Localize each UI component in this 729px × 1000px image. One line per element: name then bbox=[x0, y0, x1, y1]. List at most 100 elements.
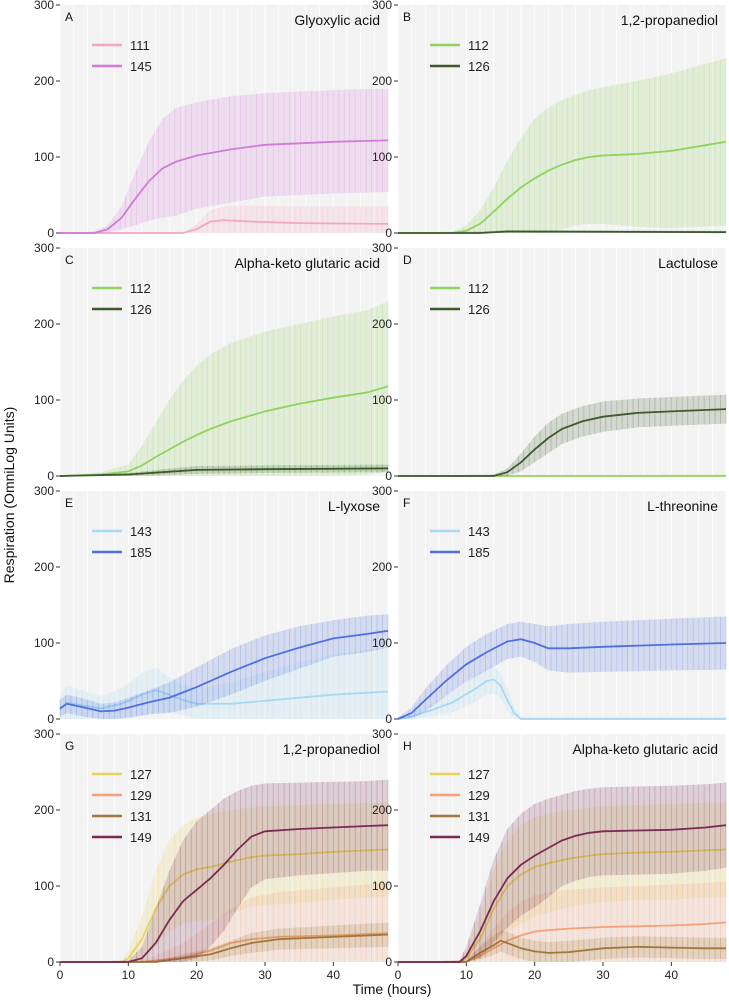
series-112-band bbox=[60, 301, 388, 476]
legend-label: 131 bbox=[468, 809, 490, 824]
y-tick-label: 0 bbox=[47, 955, 54, 969]
series-131-line bbox=[60, 933, 389, 963]
x-tick-label: 0 bbox=[57, 968, 64, 982]
series-126-line bbox=[59, 467, 389, 477]
series-129-band bbox=[398, 881, 726, 962]
legend-label: 127 bbox=[468, 767, 490, 782]
y-tick-label: 300 bbox=[34, 727, 54, 741]
y-tick-label: 100 bbox=[34, 150, 54, 164]
series-145-line bbox=[60, 139, 389, 234]
panel-title: Lactulose bbox=[658, 255, 718, 271]
y-tick-label: 100 bbox=[34, 393, 54, 407]
legend-label: 127 bbox=[130, 767, 152, 782]
y-tick-label: 200 bbox=[34, 560, 54, 574]
series-131-line bbox=[398, 939, 726, 963]
series-129-band bbox=[60, 882, 388, 962]
panel-letter: E bbox=[65, 496, 73, 510]
x-tick-label: 20 bbox=[528, 968, 542, 982]
y-tick-label: 300 bbox=[372, 0, 392, 12]
y-tick-label: 0 bbox=[47, 226, 54, 240]
legend-label: 126 bbox=[468, 302, 490, 317]
series-145-band bbox=[60, 88, 388, 233]
y-tick-label: 200 bbox=[34, 317, 54, 331]
x-tick-label: 10 bbox=[460, 968, 474, 982]
series-112-line bbox=[59, 385, 389, 477]
series-127-line bbox=[60, 848, 389, 963]
series-149-line bbox=[398, 824, 727, 963]
y-tick-label: 100 bbox=[34, 636, 54, 650]
legend-label: 185 bbox=[468, 545, 490, 560]
series-127-band bbox=[398, 802, 726, 962]
panel-title: L-lyxose bbox=[328, 498, 380, 514]
series-126-line bbox=[398, 230, 727, 234]
y-tick-label: 200 bbox=[372, 74, 392, 88]
y-tick-label: 0 bbox=[47, 712, 54, 726]
series-143-line bbox=[59, 689, 389, 711]
legend-label: 129 bbox=[468, 788, 490, 803]
series-131-band bbox=[398, 930, 726, 962]
series-143-errorbars bbox=[59, 646, 389, 719]
series-143-band bbox=[398, 665, 726, 719]
series-185-line bbox=[59, 629, 389, 713]
legend-label: 129 bbox=[130, 788, 152, 803]
y-tick-label: 300 bbox=[372, 727, 392, 741]
y-tick-label: 0 bbox=[385, 955, 392, 969]
legend-label: 112 bbox=[468, 38, 489, 53]
panel-letter: B bbox=[403, 10, 411, 24]
series-149-band bbox=[398, 782, 726, 962]
y-axis-label: Respiration (OmniLog Units) bbox=[1, 407, 17, 584]
y-tick-label: 0 bbox=[47, 469, 54, 483]
y-tick-label: 300 bbox=[34, 241, 54, 255]
series-131-band bbox=[60, 922, 388, 962]
y-tick-label: 300 bbox=[372, 484, 392, 498]
legend-label: 145 bbox=[130, 59, 152, 74]
panel-letter: H bbox=[403, 739, 412, 753]
legend-label: 185 bbox=[130, 545, 152, 560]
series-126-errorbars bbox=[114, 464, 389, 476]
legend-label: 111 bbox=[130, 38, 150, 53]
y-tick-label: 300 bbox=[34, 484, 54, 498]
legend-label: 112 bbox=[468, 281, 489, 296]
legend-label: 131 bbox=[130, 809, 152, 824]
panel-letter: D bbox=[403, 253, 412, 267]
legend-label: 143 bbox=[468, 524, 490, 539]
panel-title: 1,2-propanediol bbox=[283, 741, 380, 757]
y-tick-label: 100 bbox=[372, 150, 392, 164]
legend-label: 143 bbox=[130, 524, 152, 539]
panel-letter: C bbox=[65, 253, 74, 267]
x-tick-label: 20 bbox=[190, 968, 204, 982]
panel-title: L-threonine bbox=[647, 498, 718, 514]
series-185-band bbox=[398, 616, 726, 719]
panel-title: Glyoxylic acid bbox=[294, 12, 380, 28]
x-tick-label: 30 bbox=[258, 968, 272, 982]
x-tick-label: 10 bbox=[122, 968, 136, 982]
legend-label: 149 bbox=[468, 830, 490, 845]
panel-title: Alpha-keto glutaric acid bbox=[234, 255, 380, 271]
y-tick-label: 100 bbox=[34, 879, 54, 893]
y-tick-label: 100 bbox=[372, 393, 392, 407]
legend: 127 129 131 149 bbox=[430, 767, 490, 845]
series-143-band bbox=[60, 646, 388, 719]
y-tick-label: 200 bbox=[34, 803, 54, 817]
y-tick-label: 100 bbox=[372, 636, 392, 650]
legend-label: 126 bbox=[468, 59, 490, 74]
series-185-line bbox=[397, 638, 727, 720]
panel-title: Alpha-keto glutaric acid bbox=[572, 741, 718, 757]
x-axis-label: Time (hours) bbox=[353, 981, 432, 997]
series-149-band bbox=[60, 779, 388, 962]
series-112-line bbox=[398, 140, 727, 234]
x-tick-label: 40 bbox=[327, 968, 341, 982]
